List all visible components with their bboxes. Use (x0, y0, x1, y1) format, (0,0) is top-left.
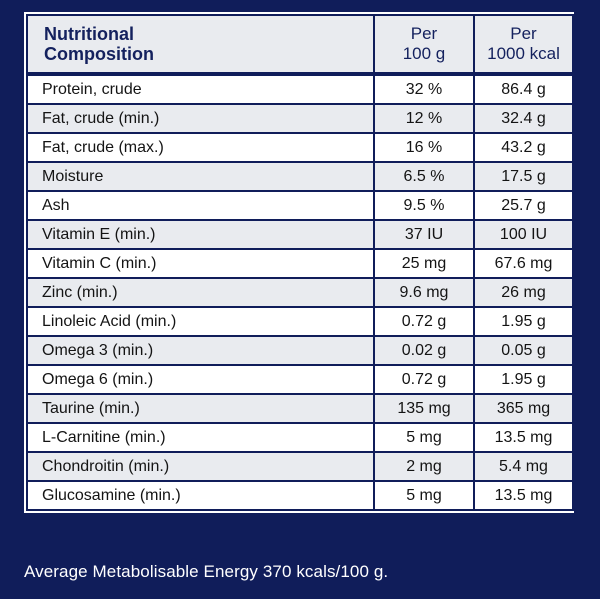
nutrient-name-cell: Fat, crude (max.) (26, 132, 375, 163)
per-100g-cell: 9.5 % (373, 190, 475, 221)
header-composition: Nutritional Composition (26, 14, 375, 75)
per-100g-cell: 6.5 % (373, 161, 475, 192)
header-composition-line2: Composition (44, 44, 154, 64)
table-body: Protein, crude 32 % 86.4 g Fat, crude (min.… (26, 72, 574, 511)
per-100g-cell: 32 % (373, 72, 475, 105)
per-100g-cell: 0.72 g (373, 364, 475, 395)
header-per-100g-line1: Per (410, 24, 438, 43)
table-row: Zinc (min.) 9.6 mg 26 mg (26, 277, 574, 308)
header-per-100g: Per 100 g (373, 14, 475, 75)
per-1000kcal-cell: 17.5 g (473, 161, 574, 192)
nutrient-name-cell: Ash (26, 190, 375, 221)
nutrient-name-cell: Vitamin C (min.) (26, 248, 375, 279)
nutrient-name-cell: Glucosamine (min.) (26, 480, 375, 511)
table-row: Glucosamine (min.) 5 mg 13.5 mg (26, 480, 574, 511)
table-row: Taurine (min.) 135 mg 365 mg (26, 393, 574, 424)
per-1000kcal-cell: 0.05 g (473, 335, 574, 366)
nutrition-table: Nutritional Composition Per 100 g Per 10… (26, 14, 574, 511)
per-100g-cell: 0.02 g (373, 335, 475, 366)
per-1000kcal-cell: 100 IU (473, 219, 574, 250)
per-1000kcal-cell: 67.6 mg (473, 248, 574, 279)
per-1000kcal-cell: 13.5 mg (473, 422, 574, 453)
table-row: Moisture 6.5 % 17.5 g (26, 161, 574, 192)
per-1000kcal-cell: 1.95 g (473, 364, 574, 395)
table-row: Vitamin E (min.) 37 IU 100 IU (26, 219, 574, 250)
per-1000kcal-cell: 5.4 mg (473, 451, 574, 482)
table-row: Ash 9.5 % 25.7 g (26, 190, 574, 221)
per-1000kcal-cell: 1.95 g (473, 306, 574, 337)
per-100g-cell: 9.6 mg (373, 277, 475, 308)
per-1000kcal-cell: 365 mg (473, 393, 574, 424)
per-100g-cell: 16 % (373, 132, 475, 163)
table-row: Vitamin C (min.) 25 mg 67.6 mg (26, 248, 574, 279)
per-1000kcal-cell: 32.4 g (473, 103, 574, 134)
nutrient-name-cell: Omega 6 (min.) (26, 364, 375, 395)
nutrition-table-frame: Nutritional Composition Per 100 g Per 10… (24, 12, 574, 513)
table-header: Nutritional Composition Per 100 g Per 10… (26, 14, 574, 75)
energy-footnote: Average Metabolisable Energy 370 kcals/1… (24, 562, 389, 581)
per-100g-cell: 135 mg (373, 393, 475, 424)
per-1000kcal-cell: 25.7 g (473, 190, 574, 221)
table-row: L-Carnitine (min.) 5 mg 13.5 mg (26, 422, 574, 453)
nutrient-name-cell: Protein, crude (26, 72, 375, 105)
table-row: Chondroitin (min.) 2 mg 5.4 mg (26, 451, 574, 482)
nutrient-name-cell: Fat, crude (min.) (26, 103, 375, 134)
per-100g-cell: 5 mg (373, 480, 475, 511)
table-row: Omega 3 (min.) 0.02 g 0.05 g (26, 335, 574, 366)
nutrient-name-cell: Taurine (min.) (26, 393, 375, 424)
nutrient-name-cell: Omega 3 (min.) (26, 335, 375, 366)
per-100g-cell: 37 IU (373, 219, 475, 250)
header-composition-line1: Nutritional (44, 24, 134, 44)
per-100g-cell: 12 % (373, 103, 475, 134)
per-1000kcal-cell: 86.4 g (473, 72, 574, 105)
table-row: Fat, crude (max.) 16 % 43.2 g (26, 132, 574, 163)
per-100g-cell: 0.72 g (373, 306, 475, 337)
table-row: Omega 6 (min.) 0.72 g 1.95 g (26, 364, 574, 395)
nutrient-name-cell: Zinc (min.) (26, 277, 375, 308)
nutrient-name-cell: Moisture (26, 161, 375, 192)
nutrient-name-cell: Vitamin E (min.) (26, 219, 375, 250)
per-1000kcal-cell: 13.5 mg (473, 480, 574, 511)
table-row: Linoleic Acid (min.) 0.72 g 1.95 g (26, 306, 574, 337)
header-per-100g-line2: 100 g (402, 44, 446, 63)
header-per-1000kcal-line1: Per (510, 24, 537, 43)
per-100g-cell: 25 mg (373, 248, 475, 279)
table-row: Protein, crude 32 % 86.4 g (26, 72, 574, 105)
per-100g-cell: 5 mg (373, 422, 475, 453)
header-per-1000kcal-line2: 1000 kcal (487, 44, 560, 63)
nutrient-name-cell: Linoleic Acid (min.) (26, 306, 375, 337)
per-1000kcal-cell: 26 mg (473, 277, 574, 308)
table-row: Fat, crude (min.) 12 % 32.4 g (26, 103, 574, 134)
nutrient-name-cell: Chondroitin (min.) (26, 451, 375, 482)
per-100g-cell: 2 mg (373, 451, 475, 482)
per-1000kcal-cell: 43.2 g (473, 132, 574, 163)
nutrient-name-cell: L-Carnitine (min.) (26, 422, 375, 453)
header-per-1000kcal: Per 1000 kcal (473, 14, 574, 75)
